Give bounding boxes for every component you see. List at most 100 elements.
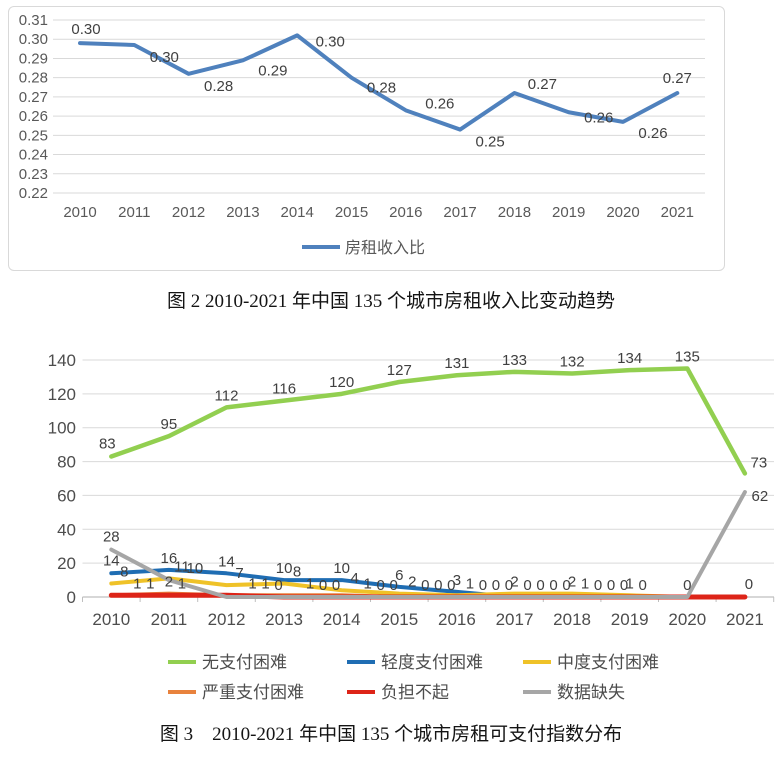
- series-line-missing-data: [109, 490, 747, 599]
- x-tick-label: 2021: [726, 610, 764, 629]
- data-label: 120: [329, 374, 354, 391]
- data-label: 14: [218, 553, 235, 570]
- data-label: 0: [745, 576, 753, 593]
- data-label: 134: [617, 350, 642, 367]
- data-label: 0.29: [258, 62, 287, 79]
- legend-item-rent-income-ratio: 房租收入比: [302, 239, 425, 257]
- data-label: 0: [620, 577, 628, 594]
- data-label: 127: [387, 362, 412, 379]
- affordability-index-chart: 0 20 40 60 80 100 120 140 2010 2011 2012 2013 2014 20…: [0, 325, 782, 710]
- x-tick-label: 2020: [668, 610, 706, 629]
- series-line-no-payment-difficulty: [109, 366, 748, 476]
- y-tick-label: 40: [57, 520, 76, 539]
- data-label: 0: [434, 577, 442, 594]
- legend-label: 严重支付困难: [202, 683, 304, 702]
- data-label: 0.28: [367, 80, 396, 97]
- data-label: 0: [639, 577, 647, 594]
- data-label: 0: [536, 577, 544, 594]
- x-tick-label: 2012: [208, 610, 246, 629]
- data-label: 131: [444, 355, 469, 372]
- legend-item-no-payment-difficulty: 无支付困难: [168, 653, 287, 672]
- data-label: 0.30: [316, 33, 345, 50]
- data-label: 1: [466, 575, 474, 592]
- data-label: 0: [274, 577, 282, 594]
- data-label: 0.30: [150, 49, 179, 66]
- data-label: 1: [364, 575, 372, 592]
- x-tick-label: 2016: [438, 610, 476, 629]
- data-label: 2: [408, 574, 416, 591]
- legend-label: 中度支付困难: [557, 653, 659, 672]
- data-label: 2: [568, 574, 576, 591]
- y-tick-label: 0.24: [19, 147, 48, 164]
- data-label: 1: [178, 575, 186, 592]
- data-label: 0.26: [425, 95, 454, 112]
- y-tick-label: 100: [48, 419, 76, 438]
- y-tick-label: 0.23: [19, 166, 48, 183]
- legend-label: 房租收入比: [345, 239, 425, 257]
- data-label: 1: [146, 575, 154, 592]
- y-tick-label: 0.28: [19, 70, 48, 87]
- x-tick-label: 2015: [335, 204, 368, 221]
- data-label: 0: [421, 577, 429, 594]
- data-label: 0: [377, 577, 385, 594]
- data-label: 132: [560, 354, 585, 371]
- data-label: 112: [215, 387, 239, 404]
- data-label: 0.27: [663, 70, 692, 87]
- legend-item-severe-payment-difficulty: 严重支付困难: [168, 683, 304, 702]
- legend-label: 数据缺失: [557, 683, 625, 702]
- x-tick-label: 2014: [323, 610, 361, 629]
- data-label: 0: [594, 577, 602, 594]
- x-tick-label: 2011: [151, 610, 188, 629]
- y-tick-label: 0.31: [19, 12, 48, 29]
- x-tick-label: 2018: [553, 610, 591, 629]
- data-label: 133: [502, 352, 527, 369]
- data-label: 10: [187, 560, 204, 577]
- x-tick-label: 2010: [63, 204, 96, 221]
- data-label: 8: [120, 563, 128, 580]
- data-label: 6: [395, 567, 403, 584]
- data-label: 14: [103, 552, 120, 569]
- rent-income-ratio-chart-canvas: 0.22 0.23 0.24 0.25 0.26 0.27 0.28 0.29 0.30 0.31…: [19, 12, 705, 257]
- y-tick-label: 0.22: [19, 185, 48, 202]
- x-tick-label: 2018: [498, 204, 531, 221]
- x-tick-label: 2010: [92, 610, 130, 629]
- legend-item-unaffordable: 负担不起: [347, 683, 449, 702]
- legend-item-moderate-payment-difficulty: 中度支付困难: [523, 653, 659, 672]
- data-label: 8: [293, 563, 301, 580]
- data-label: 0: [683, 577, 691, 594]
- data-label: 7: [235, 565, 243, 582]
- data-label: 28: [103, 529, 120, 546]
- data-label: 0.26: [638, 125, 667, 142]
- x-tick-label: 2019: [552, 204, 585, 221]
- data-label: 73: [751, 454, 768, 471]
- x-tick-label: 2021: [661, 204, 694, 221]
- y-tick-label: 60: [57, 486, 76, 505]
- x-tick-label: 2017: [496, 610, 534, 629]
- x-tick-label: 2014: [281, 204, 314, 221]
- data-label: 0: [523, 577, 531, 594]
- data-label: 62: [752, 488, 769, 505]
- data-label: 0: [319, 577, 327, 594]
- x-tick-label: 2012: [172, 204, 205, 221]
- x-tick-label: 2019: [611, 610, 649, 629]
- x-tick-label: 2020: [606, 204, 639, 221]
- x-tick-label: 2011: [118, 204, 150, 221]
- x-tick-label: 2013: [265, 610, 303, 629]
- data-label: 2: [510, 574, 518, 591]
- data-label: 0: [479, 577, 487, 594]
- x-tick-label: 2017: [443, 204, 476, 221]
- data-label: 116: [272, 381, 296, 398]
- y-tick-label: 0: [67, 588, 76, 607]
- data-label: 0.26: [584, 109, 613, 126]
- series-line-rent-income-ratio: [78, 33, 680, 132]
- data-label: 10: [333, 560, 350, 577]
- legend-item-missing-data: 数据缺失: [523, 683, 625, 702]
- data-label: 0.30: [71, 21, 100, 38]
- data-label: 0.27: [528, 76, 557, 93]
- data-label: 0: [505, 577, 513, 594]
- legend-label: 负担不起: [381, 683, 449, 702]
- data-label: 11: [174, 558, 190, 575]
- data-label: 1: [626, 575, 634, 592]
- x-tick-label: 2015: [380, 610, 418, 629]
- figure2-caption: 图 2 2010-2021 年中国 135 个城市房租收入比变动趋势: [166, 291, 616, 312]
